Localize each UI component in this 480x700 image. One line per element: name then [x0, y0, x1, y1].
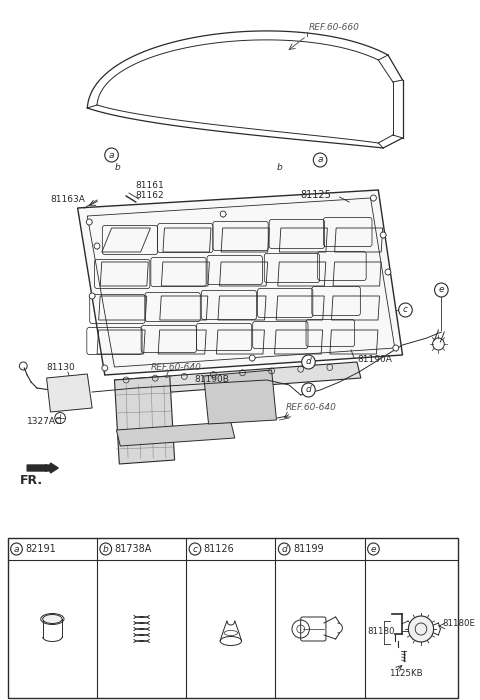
Text: a: a: [109, 150, 114, 160]
Text: 81130: 81130: [47, 363, 75, 372]
Text: 81190A: 81190A: [357, 356, 392, 365]
Circle shape: [301, 383, 315, 397]
Circle shape: [399, 303, 412, 317]
Text: REF.60-640: REF.60-640: [150, 363, 201, 372]
Circle shape: [220, 211, 226, 217]
Text: 1125KB: 1125KB: [389, 668, 422, 678]
Text: c: c: [403, 305, 408, 314]
Text: b: b: [103, 545, 108, 554]
Circle shape: [434, 283, 448, 297]
Circle shape: [278, 543, 290, 555]
Text: d: d: [306, 386, 312, 395]
Text: FR.: FR.: [19, 473, 43, 486]
Text: 1327AC: 1327AC: [27, 417, 62, 426]
Text: 81180: 81180: [368, 627, 395, 636]
Circle shape: [86, 219, 92, 225]
Polygon shape: [204, 370, 276, 424]
Text: 81163A: 81163A: [50, 195, 85, 204]
Text: 81125: 81125: [300, 190, 332, 200]
Circle shape: [313, 153, 327, 167]
Circle shape: [105, 148, 119, 162]
Text: 81738A: 81738A: [114, 544, 152, 554]
Ellipse shape: [43, 615, 62, 624]
Circle shape: [380, 232, 386, 238]
Text: b: b: [276, 164, 282, 172]
Text: 81126: 81126: [204, 544, 234, 554]
Bar: [8, 538, 458, 698]
Text: e: e: [439, 286, 444, 295]
Circle shape: [89, 293, 95, 299]
Circle shape: [102, 365, 108, 371]
Text: d: d: [281, 545, 287, 554]
Text: 81190B: 81190B: [194, 375, 229, 384]
Circle shape: [371, 195, 376, 201]
Circle shape: [249, 355, 255, 361]
Text: 81199: 81199: [293, 544, 324, 554]
Text: 81161: 81161: [136, 181, 165, 190]
Text: d: d: [306, 358, 312, 367]
Text: a: a: [317, 155, 323, 164]
Circle shape: [11, 543, 22, 555]
Polygon shape: [114, 362, 361, 396]
Text: a: a: [14, 545, 19, 554]
Circle shape: [368, 543, 379, 555]
Circle shape: [100, 543, 111, 555]
Circle shape: [301, 355, 315, 369]
Circle shape: [385, 269, 391, 275]
Text: 81162: 81162: [136, 190, 165, 199]
Text: REF.60-640: REF.60-640: [286, 403, 337, 412]
Text: REF.60-660: REF.60-660: [309, 24, 360, 32]
Text: e: e: [371, 545, 376, 554]
Text: c: c: [192, 545, 197, 554]
Text: b: b: [114, 164, 120, 172]
Circle shape: [189, 543, 201, 555]
Circle shape: [393, 345, 399, 351]
Polygon shape: [116, 422, 235, 446]
Circle shape: [408, 616, 433, 642]
FancyArrow shape: [27, 463, 58, 473]
Polygon shape: [78, 190, 403, 375]
Polygon shape: [114, 376, 175, 464]
Text: 82191: 82191: [25, 544, 56, 554]
Text: 81180E: 81180E: [442, 620, 475, 629]
Polygon shape: [47, 374, 92, 412]
Circle shape: [94, 243, 100, 249]
